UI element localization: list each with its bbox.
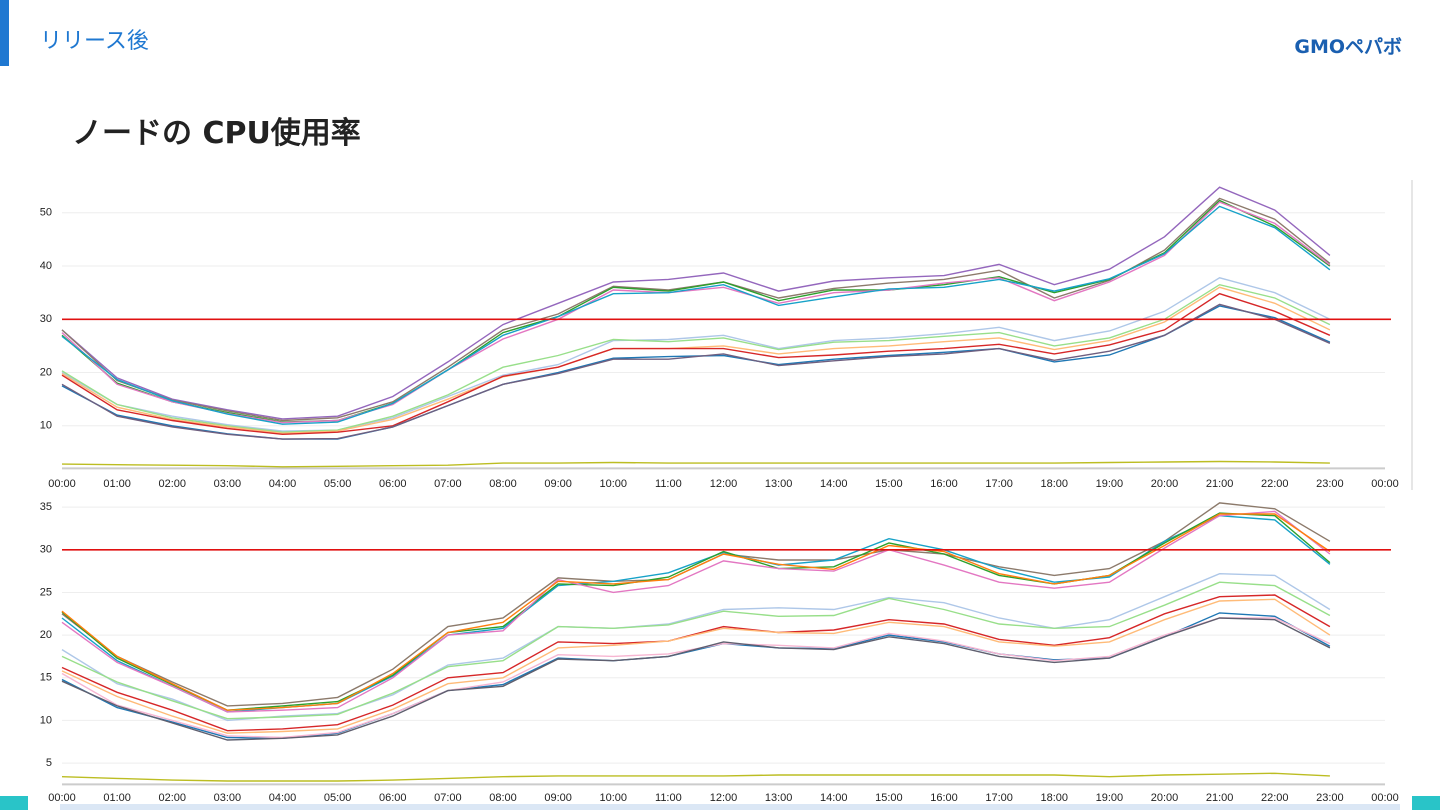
x-tick-label: 22:00 xyxy=(1261,792,1289,804)
x-tick-label: 03:00 xyxy=(214,792,242,804)
x-tick-label: 23:00 xyxy=(1316,792,1344,804)
x-tick-label: 07:00 xyxy=(434,792,462,804)
accent-bar xyxy=(0,0,9,66)
x-tick-label: 20:00 xyxy=(1151,792,1179,804)
x-tick-label: 21:00 xyxy=(1206,792,1234,804)
x-tick-label: 12:00 xyxy=(710,792,738,804)
x-tick-label: 12:00 xyxy=(710,478,738,490)
x-tick-label: 19:00 xyxy=(1096,478,1124,490)
x-tick-label: 00:00 xyxy=(48,478,76,490)
x-tick-label: 04:00 xyxy=(269,792,297,804)
series-line xyxy=(61,197,1331,422)
x-tick-label: 02:00 xyxy=(158,478,186,490)
y-tick-label: 35 xyxy=(40,501,52,513)
x-tick-label: 20:00 xyxy=(1151,478,1179,490)
x-tick-label: 05:00 xyxy=(324,792,352,804)
x-tick-label: 23:00 xyxy=(1316,478,1344,490)
x-tick-label: 11:00 xyxy=(655,478,682,490)
x-tick-label: 17:00 xyxy=(985,792,1013,804)
x-tick-label: 10:00 xyxy=(599,478,627,490)
series-line xyxy=(61,612,1331,740)
series-line xyxy=(61,277,1331,432)
x-tick-label: 09:00 xyxy=(544,478,572,490)
y-tick-label: 25 xyxy=(40,586,52,598)
series-line xyxy=(61,201,1331,424)
x-tick-label: 17:00 xyxy=(985,478,1013,490)
series-line xyxy=(61,303,1331,440)
x-tick-label: 07:00 xyxy=(434,478,462,490)
x-tick-label: 11:00 xyxy=(655,792,682,804)
series-line xyxy=(61,283,1331,433)
y-tick-label: 40 xyxy=(40,260,52,272)
y-tick-label: 15 xyxy=(40,672,52,684)
logo: GMOペパボ xyxy=(1294,36,1402,58)
series-line xyxy=(61,286,1331,435)
x-tick-label: 14:00 xyxy=(820,478,848,490)
x-tick-label: 04:00 xyxy=(269,478,297,490)
series-line xyxy=(61,502,1331,707)
series-line xyxy=(61,598,1331,734)
y-tick-label: 30 xyxy=(40,313,52,325)
series-line xyxy=(61,510,1331,713)
x-tick-label: 15:00 xyxy=(875,792,903,804)
y-tick-label: 30 xyxy=(40,544,52,556)
slide-title: ノードの CPU使用率 xyxy=(72,116,361,151)
footer-bar xyxy=(0,796,28,810)
x-tick-label: 06:00 xyxy=(379,792,407,804)
series-line xyxy=(61,581,1331,720)
x-tick-label: 00:00 xyxy=(1371,792,1399,804)
x-tick-label: 10:00 xyxy=(599,792,627,804)
series-line xyxy=(61,513,1331,711)
x-tick-label: 08:00 xyxy=(489,478,517,490)
x-tick-label: 18:00 xyxy=(1040,478,1068,490)
x-tick-label: 02:00 xyxy=(158,792,186,804)
x-tick-label: 08:00 xyxy=(489,792,517,804)
series-line xyxy=(61,594,1331,732)
x-tick-label: 14:00 xyxy=(820,792,848,804)
series-line xyxy=(61,514,1331,713)
y-tick-label: 5 xyxy=(46,757,52,769)
x-tick-label: 00:00 xyxy=(1371,478,1399,490)
x-tick-label: 00:00 xyxy=(48,792,76,804)
y-tick-label: 20 xyxy=(40,629,52,641)
series-line xyxy=(61,199,1331,423)
series-line xyxy=(61,205,1331,425)
y-tick-label: 10 xyxy=(40,714,52,726)
x-tick-label: 01:00 xyxy=(103,792,131,804)
x-tick-label: 06:00 xyxy=(379,478,407,490)
x-tick-label: 22:00 xyxy=(1261,478,1289,490)
x-tick-label: 19:00 xyxy=(1096,792,1124,804)
series-line xyxy=(61,186,1331,420)
x-tick-label: 13:00 xyxy=(765,478,793,490)
x-tick-label: 15:00 xyxy=(875,478,903,490)
footer-strip xyxy=(60,804,1400,810)
series-line xyxy=(61,292,1331,436)
x-tick-label: 16:00 xyxy=(930,792,958,804)
x-tick-label: 05:00 xyxy=(324,478,352,490)
series-line xyxy=(61,617,1331,741)
section-title: リリース後 xyxy=(40,29,149,54)
y-tick-label: 50 xyxy=(40,207,52,219)
x-tick-label: 13:00 xyxy=(765,792,793,804)
y-tick-label: 10 xyxy=(40,420,52,432)
x-tick-label: 09:00 xyxy=(544,792,572,804)
series-line xyxy=(61,772,1330,782)
series-line xyxy=(61,460,1330,468)
footer-bar xyxy=(1412,796,1440,810)
x-tick-label: 03:00 xyxy=(214,478,242,490)
series-line xyxy=(61,512,1331,711)
x-tick-label: 16:00 xyxy=(930,478,958,490)
x-tick-label: 01:00 xyxy=(103,478,131,490)
y-tick-label: 20 xyxy=(40,366,52,378)
x-tick-label: 18:00 xyxy=(1040,792,1068,804)
x-tick-label: 21:00 xyxy=(1206,478,1234,490)
